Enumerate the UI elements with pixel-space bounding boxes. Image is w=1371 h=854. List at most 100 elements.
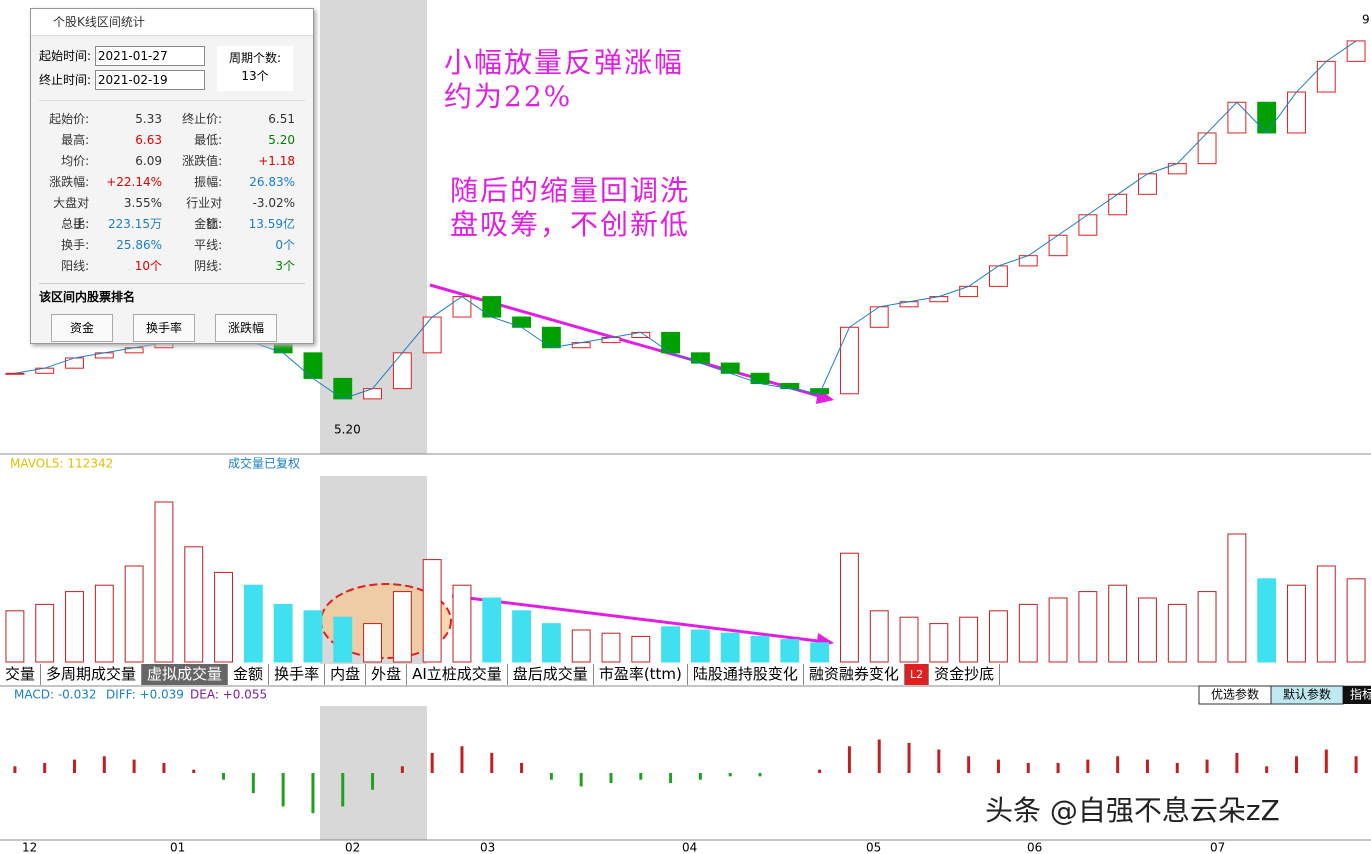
- tab[interactable]: 内盘: [325, 664, 367, 685]
- candle: [303, 352, 323, 379]
- stat-label: 金额:: [194, 217, 223, 231]
- candle: [959, 285, 979, 298]
- stat-value: 26.83%: [249, 175, 295, 189]
- candle: [273, 342, 293, 354]
- x-tick-label: 02: [345, 841, 360, 854]
- candle: [5, 372, 25, 375]
- volume-bar: [750, 635, 770, 663]
- param-button-label[interactable]: 默认参数: [1283, 687, 1331, 702]
- candle: [750, 372, 770, 385]
- param-button-label[interactable]: 指标: [1350, 687, 1371, 702]
- candle: [690, 352, 710, 364]
- end-date[interactable]: 2021-02-19: [94, 70, 205, 90]
- x-tick-label: 06: [1027, 841, 1042, 854]
- volume-bar: [1078, 591, 1098, 663]
- tab[interactable]: 换手率: [269, 664, 326, 685]
- volume-bar: [65, 591, 84, 663]
- volume-bar: [124, 565, 144, 663]
- volume-bar: [1048, 597, 1068, 663]
- tab[interactable]: 多周期成交量: [41, 664, 143, 685]
- x-tick-label: 04: [682, 841, 697, 854]
- macd-label: DEA: +0.055: [190, 688, 267, 702]
- stat-value: 3.55%: [123, 196, 162, 210]
- candle: [869, 306, 889, 328]
- candle: [661, 331, 681, 354]
- volume-bar: [1346, 578, 1366, 663]
- tab[interactable]: 盘后成交量: [508, 664, 594, 685]
- candle: [1287, 91, 1306, 134]
- stat-value: 0个: [275, 238, 295, 252]
- volume-bar: [869, 610, 889, 663]
- stat-value: 5.20: [268, 133, 295, 147]
- volume-bar: [1197, 591, 1217, 663]
- stat-label: 阴线:: [194, 259, 223, 273]
- stats-dialog: 个股K线区间统计 起始时间: 2021-01-27 终止时间: 2021-02-…: [30, 8, 314, 344]
- tab[interactable]: L2: [904, 664, 930, 685]
- tab[interactable]: AI立桩成交量: [407, 664, 508, 685]
- annotation-line: 约为22%: [444, 80, 573, 113]
- mavol-label: MAVOL5: 112342: [10, 457, 113, 471]
- tab[interactable]: 外盘: [366, 664, 408, 685]
- param-button-label[interactable]: 优选参数: [1211, 687, 1259, 702]
- volume-bar: [94, 584, 114, 663]
- stat-label: 最高:: [61, 133, 90, 147]
- stat-label: 终止价:: [182, 112, 223, 126]
- volume-bar: [333, 616, 353, 663]
- stats-table: 起始价: 5.33 终止价: 6.51 最高: 6.63 最低: 5.20 均价: 6.09 涨跌值…: [39, 100, 305, 277]
- rank-button[interactable]: 换手率: [133, 314, 195, 342]
- stat-value: 6.51: [268, 112, 295, 126]
- volume-bar: [601, 632, 621, 663]
- tab[interactable]: 虚拟成交量: [142, 664, 229, 685]
- volume-bar: [541, 623, 561, 663]
- volume-bar: [273, 603, 293, 663]
- start-date[interactable]: 2021-01-27: [94, 46, 205, 66]
- stat-label: 振幅:: [194, 175, 223, 189]
- x-tick-label: 05: [866, 841, 881, 854]
- volume-bar: [5, 610, 25, 663]
- tab[interactable]: 交量: [0, 664, 42, 685]
- volume-note: 成交量已复权: [228, 456, 300, 471]
- tab[interactable]: 陆股通持股变化: [688, 664, 804, 685]
- tab[interactable]: 市盈率(ttm): [594, 664, 688, 685]
- tab[interactable]: 资金抄底: [929, 664, 1001, 685]
- annotation: 小幅放量反弹涨幅 约为22%: [444, 46, 684, 114]
- stat-label: 最低:: [194, 133, 223, 147]
- volume-bar: [1316, 565, 1336, 663]
- candle: [333, 377, 353, 400]
- rank-button[interactable]: 涨跌幅: [215, 314, 277, 342]
- low-label: 5.20: [334, 423, 361, 437]
- candle: [541, 326, 561, 349]
- volume-bar: [839, 552, 859, 663]
- tab[interactable]: 融资融券变化: [804, 664, 905, 685]
- stats-row: 大盘对比: 3.55% 行业对比: -3.02%: [39, 193, 305, 231]
- candle: [363, 388, 382, 400]
- candle: [422, 316, 442, 354]
- stat-label: 换手:: [61, 238, 90, 252]
- annotation: 随后的缩量回调洗 盘吸筹，不创新低: [450, 174, 690, 242]
- stat-value: -3.02%: [252, 196, 295, 210]
- stats-row: 起始价: 5.33 终止价: 6.51: [39, 109, 305, 130]
- candle: [452, 296, 472, 318]
- rank-button[interactable]: 资金: [51, 314, 113, 342]
- stats-row: 最高: 6.63 最低: 5.20: [39, 130, 305, 151]
- volume-bar: [720, 632, 740, 663]
- tab-bar: 交量 多周期成交量 虚拟成交量 金额 换手率 内盘 外盘 AI立桩成交量 盘后成交量 市盈率(tt…: [0, 664, 1001, 685]
- stat-label: 行业对比:: [186, 196, 223, 231]
- param-button[interactable]: [1343, 686, 1371, 704]
- x-tick-label: 03: [480, 841, 495, 854]
- high-label: 9: [1362, 13, 1370, 27]
- period-label: 周期个数:: [228, 51, 282, 65]
- candle: [989, 265, 1008, 287]
- candle: [392, 352, 412, 390]
- stat-label: 总手:: [61, 217, 90, 231]
- x-tick-label: 07: [1210, 841, 1225, 854]
- tab[interactable]: 金额: [228, 664, 270, 685]
- candle: [65, 357, 84, 369]
- volume-bar: [422, 559, 442, 663]
- arrow: [451, 594, 827, 644]
- volume-bar: [929, 623, 949, 663]
- annotation-line: 小幅放量反弹涨幅: [444, 46, 685, 79]
- period-value: 13个: [241, 69, 269, 83]
- dialog-title: 个股K线区间统计: [31, 9, 313, 36]
- volume-bar: [243, 584, 263, 663]
